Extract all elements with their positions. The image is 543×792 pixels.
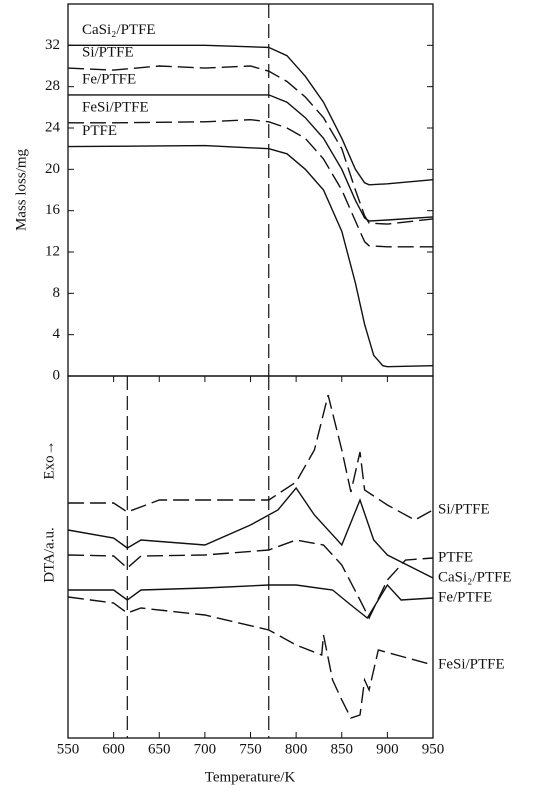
y-tick-label: 8: [53, 285, 61, 301]
x-tick-label: 850: [331, 741, 354, 757]
data-line: [68, 394, 434, 521]
series-label: PTFE: [438, 549, 473, 565]
annotation: Exo→: [41, 440, 57, 479]
y-axis-title: Mass loss/mg: [13, 148, 29, 231]
y-tick-label: 28: [45, 78, 60, 94]
series-label: Fe/PTFE: [82, 71, 136, 87]
data-line: [68, 94, 434, 222]
series-label: CaSi₂/PTFE: [82, 22, 156, 38]
x-tick-label: 800: [285, 741, 308, 757]
y-tick-label: 0: [53, 367, 61, 383]
series-label: Si/PTFE: [82, 45, 134, 61]
data-line: [67, 596, 434, 719]
bottom-frame: [67, 375, 434, 739]
data-line: [67, 65, 434, 225]
data-line: [67, 539, 434, 620]
data-line: [68, 118, 433, 248]
series-label: CaSi₂/PTFE: [438, 569, 512, 585]
y-axis-title: DTA/a.u.: [41, 527, 57, 582]
y-tick-label: 16: [45, 202, 61, 218]
x-tick-label: 600: [102, 741, 125, 757]
y-tick-label: 32: [45, 37, 60, 53]
y-tick-label: 12: [45, 243, 60, 259]
x-tick-label: 550: [57, 741, 80, 757]
series-label: Si/PTFE: [438, 501, 490, 517]
series-label: PTFE: [82, 123, 117, 139]
x-tick-label: 950: [422, 741, 445, 757]
x-tick-label: 900: [376, 741, 399, 757]
x-axis-title: Temperature/K: [205, 769, 296, 785]
series-label: FeSi/PTFE: [438, 656, 505, 672]
x-tick-label: 650: [148, 741, 171, 757]
series-label: Fe/PTFE: [438, 589, 492, 605]
data-line: [67, 144, 434, 368]
x-tick-label: 700: [194, 741, 217, 757]
data-line: [68, 44, 434, 186]
data-line: [67, 486, 434, 579]
y-tick-label: 20: [45, 161, 60, 177]
x-tick-label: 750: [239, 741, 262, 757]
series-label: FeSi/PTFE: [82, 99, 149, 115]
data-line: [68, 583, 434, 620]
y-tick-label: 24: [45, 119, 61, 135]
y-tick-label: 4: [53, 326, 61, 342]
